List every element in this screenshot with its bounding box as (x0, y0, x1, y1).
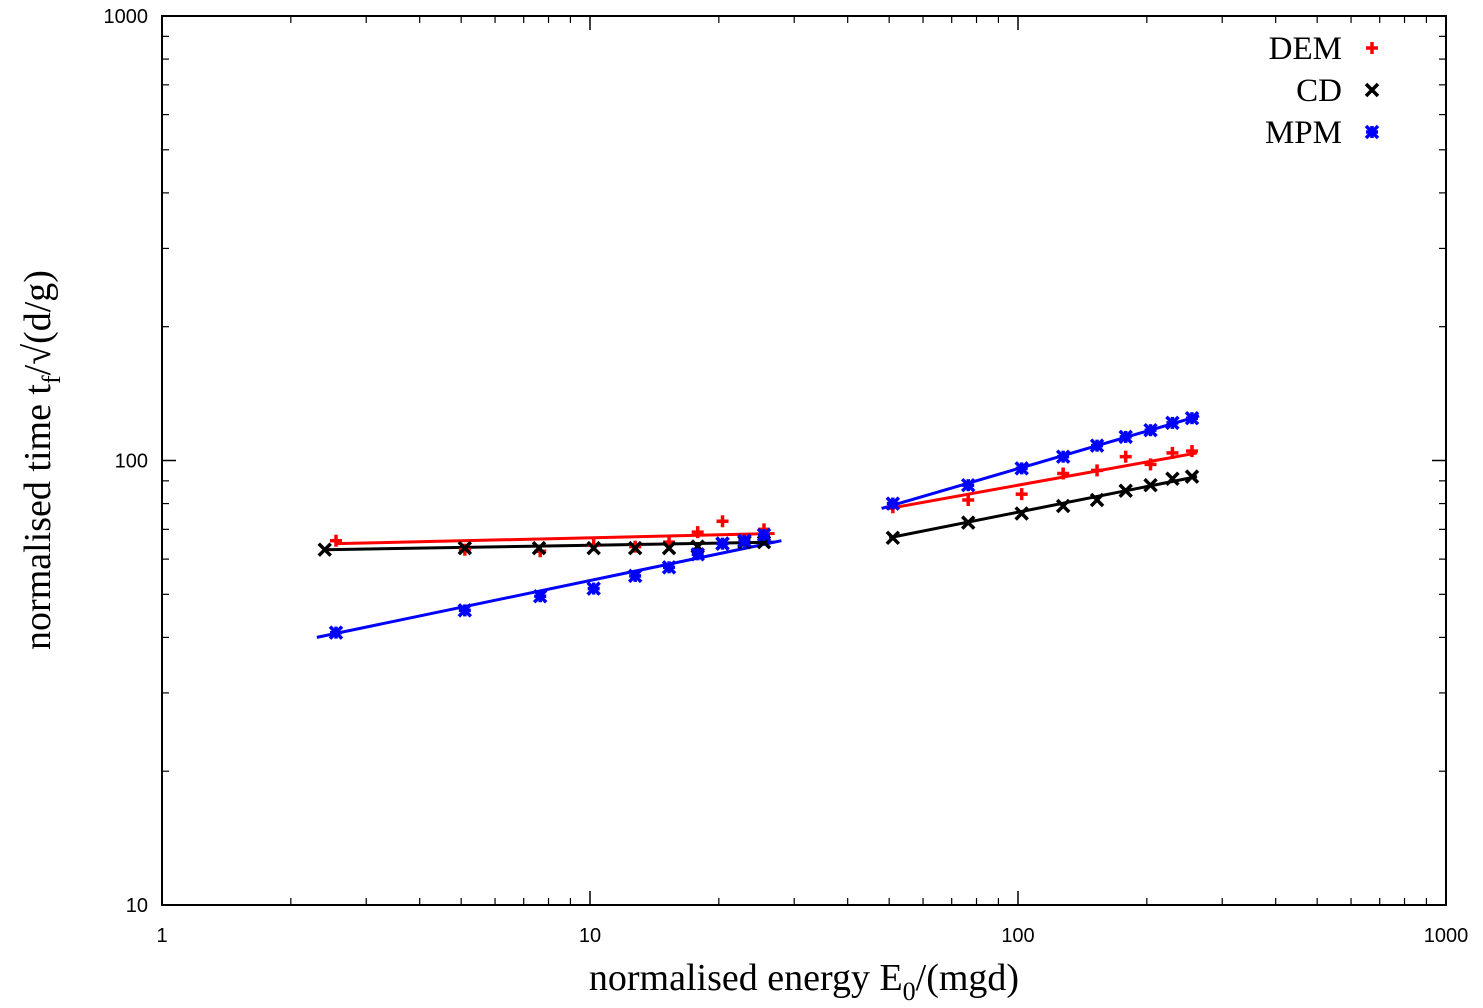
dem-point (962, 493, 975, 506)
legend-label-mpm: MPM (1265, 115, 1342, 151)
mpm-point (1014, 461, 1029, 476)
mpm-point (1143, 422, 1158, 438)
mpm-point (885, 496, 901, 511)
dem-point (329, 534, 342, 547)
mpm-point (586, 581, 601, 596)
cd-point (661, 540, 677, 556)
dem-point (1144, 458, 1157, 471)
mpm-fit-line (316, 539, 782, 639)
mpm-point (661, 560, 677, 575)
cd-point (531, 540, 547, 556)
dem-point (716, 515, 729, 528)
data-points (317, 410, 1200, 640)
dem-point (1119, 450, 1132, 463)
cd-point (1165, 471, 1180, 486)
mpm-point (960, 477, 976, 493)
x-tick-label: 10 (579, 925, 601, 947)
cd-point (1055, 498, 1071, 514)
cd-point (627, 540, 643, 556)
plot-area (161, 15, 1447, 906)
legend-label-cd: CD (1296, 73, 1342, 109)
cd-point (317, 542, 332, 557)
mpm-point (1165, 415, 1180, 431)
x-tick-label: 100 (1001, 925, 1034, 947)
cd-point (457, 540, 473, 556)
y-tick-label: 1000 (104, 6, 149, 28)
mpm-point (328, 625, 344, 640)
plot-frame (161, 15, 1447, 906)
mpm-point (715, 536, 730, 551)
legend-marker-dem (1366, 42, 1378, 54)
legend: DEM CD MPM (1265, 31, 1380, 151)
axis-ticks: 1 10 100 1000 10 100 1000 (104, 6, 1469, 947)
dem-point (1166, 446, 1179, 459)
mpm-point (1089, 438, 1105, 453)
x-tick-label: 1 (156, 925, 167, 947)
cd-point (1184, 469, 1200, 484)
cd-point (960, 515, 976, 530)
mpm-point (1055, 449, 1071, 464)
dem-point (1185, 445, 1198, 458)
cd-fit-line (888, 475, 1198, 540)
x-axis-title: normalised energy E0/(mgd) (589, 957, 1019, 1006)
mpm-point (1118, 429, 1133, 445)
mpm-point (457, 603, 473, 618)
x-axis-title-main: normalised energy E (589, 957, 903, 999)
dem-fit-line (888, 451, 1198, 510)
dem-point (691, 526, 704, 539)
y-axis-title-subscript: f (37, 375, 66, 384)
dem-point (1091, 464, 1104, 477)
x-axis-title-tail: /(mgd) (916, 957, 1019, 999)
legend-label-dem: DEM (1269, 31, 1342, 67)
mpm-point (756, 527, 772, 543)
cd-point (1089, 492, 1105, 508)
y-axis-title: normalised time tf/√(d/g) (17, 270, 66, 650)
mpm-point (690, 547, 705, 562)
cd-point (1118, 483, 1133, 498)
mpm-point (737, 533, 752, 548)
cd-point (1143, 477, 1158, 493)
dem-fit-line (335, 532, 775, 546)
dem-point (1015, 488, 1028, 501)
cd-point (586, 540, 601, 556)
y-tick-label: 100 (115, 451, 148, 473)
dem-point (1057, 467, 1070, 480)
legend-marker-cd (1364, 82, 1380, 98)
y-axis-title-tail: /√(d/g) (17, 270, 59, 375)
cd-point (1014, 506, 1029, 521)
y-tick-label: 10 (126, 895, 148, 917)
mpm-point (532, 589, 548, 604)
x-tick-label: 1000 (1424, 925, 1469, 947)
cd-point (885, 530, 901, 546)
fit-lines (316, 414, 1200, 639)
mpm-point (1184, 410, 1200, 426)
y-axis-title-main: normalised time t (17, 384, 59, 650)
mpm-point (627, 568, 643, 584)
legend-marker-mpm (1364, 124, 1380, 140)
x-axis-title-subscript: 0 (903, 977, 916, 1006)
